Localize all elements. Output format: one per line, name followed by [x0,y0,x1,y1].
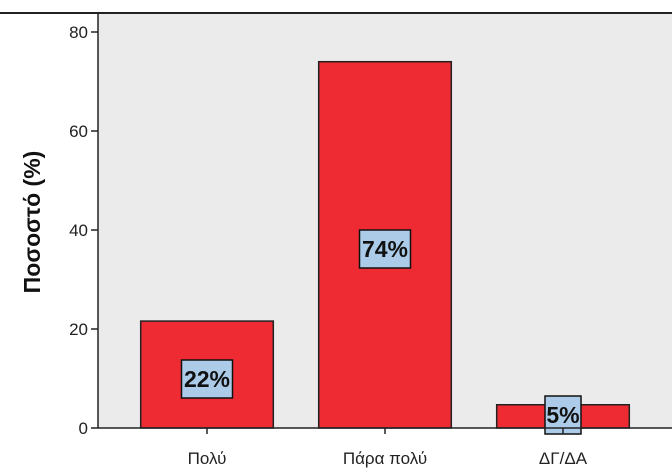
category-label: ΔΓ/ΔΑ [539,449,588,468]
data-label: 22% [184,366,230,392]
y-tick-label: 40 [69,221,88,240]
data-label: 74% [362,236,408,262]
x-axis-ticks: Πολύ Πάρα πολύ ΔΓ/ΔΑ [188,428,588,468]
y-tick-label: 0 [79,419,88,438]
y-tick-label: 60 [69,122,88,141]
y-tick-label: 80 [69,23,88,42]
data-label-box [180,359,234,399]
category-label: Πολύ [188,449,227,468]
y-axis-title: Ποσοστό (%) [19,151,45,294]
data-label: 5% [546,402,579,428]
data-label-box [358,229,412,269]
category-label: Πάρα πολύ [343,449,427,468]
y-axis-ticks: 0 20 40 60 80 [69,23,98,438]
bar [139,320,275,429]
data-labels: 22% 74% 5% [180,229,582,435]
y-tick-label: 20 [69,320,88,339]
